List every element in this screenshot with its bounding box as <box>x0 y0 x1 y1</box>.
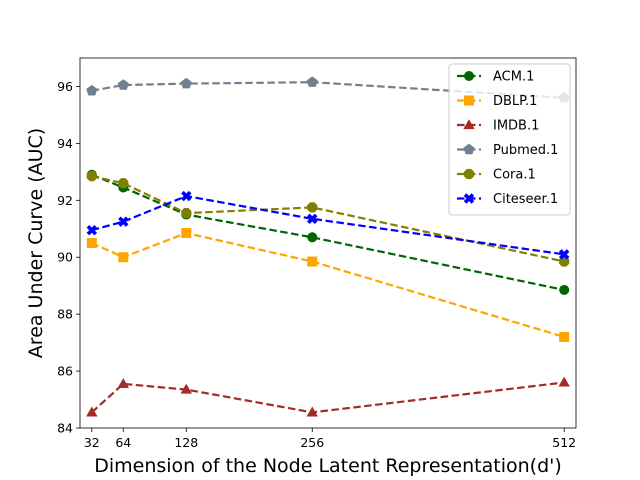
data-point-cora-1 <box>118 178 129 189</box>
y-tick-label: 88 <box>57 307 73 322</box>
data-point-cora-1 <box>307 202 318 213</box>
legend-item: Citeseer.1 <box>457 192 558 207</box>
data-point-citeseer-1 <box>86 224 98 236</box>
x-tick-label: 256 <box>300 435 324 450</box>
data-point-citeseer-1 <box>118 216 129 227</box>
x-tick-label: 32 <box>84 435 100 450</box>
series-layer <box>86 76 570 417</box>
legend-marker <box>464 71 474 81</box>
legend-item: Cora.1 <box>457 168 536 183</box>
data-point-imdb-1 <box>306 406 318 417</box>
x-tick-label: 64 <box>115 435 131 450</box>
data-point-dblp-1 <box>559 331 570 342</box>
series-citeseer-1 <box>86 190 570 260</box>
x-tick-label: 512 <box>552 435 576 450</box>
legend-marker <box>463 143 475 155</box>
data-point-pubmed-1 <box>86 84 98 96</box>
y-tick-label: 94 <box>57 136 73 151</box>
y-axis: 84 86 88 90 92 94 96 <box>57 79 80 436</box>
legend-item: DBLP.1 <box>457 94 537 109</box>
legend-label: Citeseer.1 <box>493 192 558 207</box>
y-tick-label: 86 <box>57 364 73 379</box>
legend-label: ACM.1 <box>493 70 534 85</box>
data-point-dblp-1 <box>86 238 97 248</box>
data-point-imdb-1 <box>180 383 193 394</box>
data-point-acm-1 <box>559 284 570 295</box>
data-point-dblp-1 <box>118 252 129 263</box>
data-point-imdb-1 <box>117 378 130 388</box>
y-axis-label: Area Under Curve (AUC) <box>25 128 47 358</box>
x-axis-label: Dimension of the Node Latent Representat… <box>94 455 562 477</box>
data-point-citeseer-1 <box>307 213 318 225</box>
legend-marker <box>463 119 475 130</box>
data-point-dblp-1 <box>307 256 318 267</box>
y-tick-label: 90 <box>57 250 73 265</box>
data-point-cora-1 <box>181 208 192 219</box>
legend-label: Pubmed.1 <box>493 143 558 158</box>
data-point-imdb-1 <box>558 376 570 387</box>
data-point-pubmed-1 <box>306 76 318 87</box>
data-point-cora-1 <box>86 171 97 182</box>
data-point-pubmed-1 <box>117 79 129 90</box>
y-tick-label: 84 <box>57 421 73 436</box>
legend-label: Cora.1 <box>493 168 536 183</box>
data-point-dblp-1 <box>181 228 192 239</box>
legend-marker <box>463 193 475 204</box>
legend-marker <box>464 95 474 106</box>
data-point-acm-1 <box>307 232 318 243</box>
legend-item: Pubmed.1 <box>457 143 558 158</box>
legend-item: ACM.1 <box>457 70 534 85</box>
legend-label: IMDB.1 <box>493 119 539 134</box>
series-dblp-1 <box>86 228 570 342</box>
y-tick-label: 92 <box>57 193 73 208</box>
legend-item: IMDB.1 <box>457 119 539 134</box>
data-point-imdb-1 <box>86 406 98 417</box>
y-tick-label: 96 <box>57 79 73 94</box>
data-point-pubmed-1 <box>180 77 192 89</box>
data-point-citeseer-1 <box>558 249 570 260</box>
legend: ACM.1 DBLP.1 IMDB.1 Pubmed.1 Cora.1 Citeseer.… <box>448 63 571 216</box>
legend-label: DBLP.1 <box>493 94 537 109</box>
series-imdb-1 <box>86 376 570 417</box>
legend-frame <box>448 63 571 216</box>
x-tick-label: 128 <box>174 435 198 450</box>
data-point-citeseer-1 <box>181 190 192 202</box>
legend-marker <box>463 168 475 180</box>
x-axis: 32 64 128 256 512 <box>84 428 576 450</box>
